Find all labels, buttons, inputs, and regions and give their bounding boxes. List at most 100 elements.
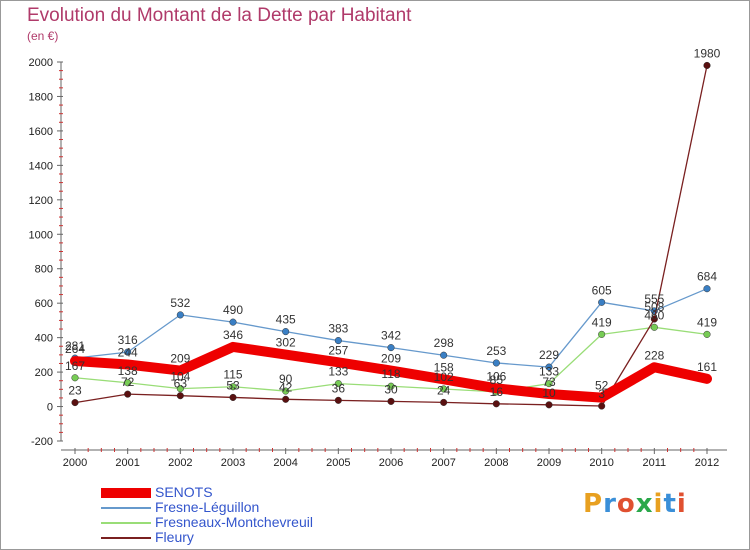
data-label: 24: [437, 383, 451, 397]
data-point: [71, 399, 79, 407]
y-tick-label: 0: [47, 402, 53, 414]
data-point: [229, 393, 237, 401]
data-point: [703, 61, 711, 69]
data-point: [440, 398, 448, 406]
data-point: [492, 400, 500, 408]
data-point: [176, 385, 184, 393]
data-label: 23: [68, 384, 82, 398]
data-label: 264: [65, 342, 85, 356]
data-label: 3: [598, 387, 605, 401]
x-tick-label: 2010: [589, 457, 613, 469]
data-label: 257: [328, 343, 348, 357]
data-label: 85: [490, 373, 504, 387]
data-label: 435: [276, 313, 296, 327]
data-point: [703, 285, 711, 293]
series-line-0: [70, 341, 712, 403]
x-tick-label: 2007: [431, 457, 455, 469]
data-label: 555: [644, 292, 664, 306]
legend-label: Fleury: [155, 529, 194, 545]
x-tick-label: 2011: [643, 457, 667, 469]
data-label: 90: [279, 372, 293, 386]
data-label: 228: [644, 348, 664, 362]
data-label: 253: [486, 344, 506, 358]
x-tick-label: 2005: [326, 457, 350, 469]
data-point: [334, 380, 342, 388]
chart-axes: -200 0 200 400 600 800 1000 1200 1400 1600 1800 200…: [29, 57, 727, 469]
y-tick-label: 200: [35, 367, 53, 379]
x-tick-label: 2002: [168, 457, 192, 469]
data-label: 167: [65, 359, 85, 373]
data-point: [176, 392, 184, 400]
data-label: 460: [644, 308, 664, 322]
data-point: [387, 382, 395, 390]
data-point: [440, 385, 448, 393]
legend-item: Fresne-Léguillon: [101, 499, 401, 515]
data-label: 16: [490, 385, 504, 399]
data-point: [545, 401, 553, 409]
data-point: [124, 348, 132, 356]
data-label: 244: [118, 346, 138, 360]
legend-item: SENOTS: [101, 484, 401, 500]
y-tick-label: 400: [35, 333, 53, 345]
data-label: 532: [170, 296, 190, 310]
data-labels: 264 244 209 346 302 257 209 158 106 73 52 228 161 281…: [65, 46, 721, 401]
data-label: 104: [170, 370, 190, 384]
x-tick-label: 2009: [537, 457, 561, 469]
data-point: [282, 395, 290, 403]
data-label: 1980: [694, 46, 721, 60]
data-label: 419: [697, 315, 717, 329]
y-tick-label: -200: [31, 436, 53, 448]
data-point: [124, 390, 132, 398]
data-label: 383: [328, 322, 348, 336]
x-tick-label: 2000: [63, 457, 87, 469]
data-point: [387, 397, 395, 405]
x-tick-label: 2008: [484, 457, 508, 469]
data-point: [598, 330, 606, 338]
x-tick-label: 2004: [273, 457, 297, 469]
data-label: 346: [223, 328, 243, 342]
data-label: 298: [434, 336, 454, 350]
data-point: [176, 311, 184, 319]
y-tick-label: 800: [35, 264, 53, 276]
data-label: 419: [592, 315, 612, 329]
y-tick-label: 1800: [29, 91, 53, 103]
proxiti-logo: Proxiti: [583, 489, 687, 519]
data-label: 229: [539, 348, 559, 362]
data-point: [650, 315, 658, 323]
legend-swatch: [101, 537, 151, 539]
data-point: [598, 402, 606, 410]
data-label: 209: [381, 352, 401, 366]
data-point: [650, 323, 658, 331]
data-label: 316: [118, 333, 138, 347]
y-tick-label: 1400: [29, 160, 53, 172]
data-point: [545, 363, 553, 371]
page-title: Evolution du Montant de la Dette par Hab…: [27, 5, 412, 26]
data-label: 508: [644, 300, 664, 314]
legend-swatch: [101, 488, 151, 498]
data-label: 36: [332, 381, 346, 395]
data-label: 161: [697, 360, 717, 374]
data-point: [334, 396, 342, 404]
data-point: [703, 330, 711, 338]
data-label: 302: [276, 336, 296, 350]
data-label: 281: [65, 339, 85, 353]
legend-item: Fleury: [101, 529, 401, 545]
x-tick-label: 2003: [221, 457, 245, 469]
data-label: 63: [174, 377, 188, 391]
data-point: [492, 359, 500, 367]
data-label: 138: [118, 364, 138, 378]
x-tick-label: 2001: [115, 457, 139, 469]
legend-label: SENOTS: [155, 484, 213, 500]
data-label: 158: [434, 360, 454, 374]
x-tick-label: 2006: [379, 457, 403, 469]
data-label: 102: [434, 370, 454, 384]
data-point: [282, 387, 290, 395]
data-point: [387, 344, 395, 352]
legend-label: Fresne-Léguillon: [155, 499, 260, 515]
data-point: [229, 383, 237, 391]
legend-item: Fresneaux-Montchevreuil: [101, 514, 401, 530]
data-point: [282, 328, 290, 336]
data-point: [334, 337, 342, 345]
